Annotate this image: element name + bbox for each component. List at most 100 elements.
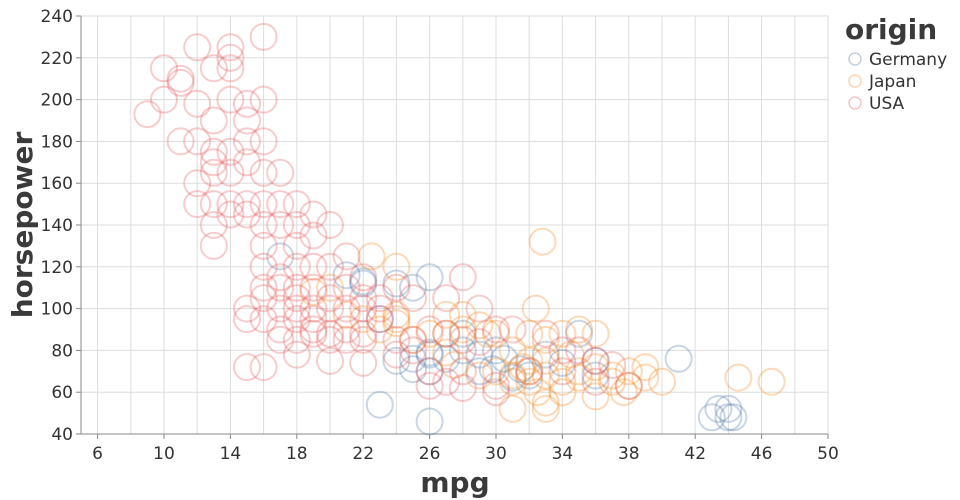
data-point-japan bbox=[531, 394, 560, 423]
data-point-japan bbox=[482, 319, 510, 348]
data-point-japan bbox=[382, 300, 411, 329]
data-point-japan bbox=[465, 311, 494, 340]
data-point-japan bbox=[581, 353, 610, 382]
data-point-usa bbox=[349, 294, 378, 323]
data-point-germany bbox=[448, 336, 477, 365]
data-point-usa bbox=[382, 325, 411, 354]
data-point-usa bbox=[249, 305, 278, 334]
data-point-usa bbox=[199, 148, 228, 177]
data-point-usa bbox=[399, 325, 427, 354]
data-point-japan bbox=[515, 367, 544, 396]
data-point-usa bbox=[614, 371, 643, 400]
y-tick-label: 120 bbox=[41, 258, 73, 278]
data-point-usa bbox=[299, 252, 328, 281]
data-point-usa bbox=[199, 158, 228, 187]
data-point-germany bbox=[565, 319, 593, 348]
data-point-usa bbox=[316, 346, 344, 375]
data-point-germany bbox=[506, 355, 535, 384]
data-point-usa bbox=[199, 190, 228, 219]
data-point-germany bbox=[498, 363, 527, 392]
data-point-germany bbox=[415, 357, 444, 386]
data-point-usa bbox=[266, 158, 295, 187]
y-tick-label: 160 bbox=[41, 174, 73, 194]
x-axis-title: mpg bbox=[420, 466, 489, 499]
data-point-japan bbox=[399, 325, 427, 354]
data-point-usa bbox=[282, 190, 311, 219]
data-point-usa bbox=[282, 273, 311, 302]
data-point-usa bbox=[216, 33, 245, 62]
data-point-usa bbox=[448, 374, 477, 402]
x-tick-label: 50 bbox=[817, 444, 839, 464]
data-point-usa bbox=[282, 231, 311, 260]
data-point-japan bbox=[515, 346, 544, 375]
data-point-germany bbox=[714, 394, 743, 423]
data-point-usa bbox=[249, 211, 278, 239]
data-point-germany bbox=[399, 273, 427, 302]
data-point-usa bbox=[498, 315, 527, 344]
data-point-japan bbox=[498, 367, 527, 396]
data-point-usa bbox=[249, 231, 278, 260]
data-point-usa bbox=[432, 284, 461, 313]
data-point-usa bbox=[581, 346, 610, 375]
data-point-usa bbox=[233, 89, 261, 118]
data-point-japan bbox=[349, 305, 378, 334]
data-point-usa bbox=[332, 325, 361, 354]
data-point-japan bbox=[332, 300, 361, 329]
data-point-japan bbox=[609, 378, 638, 407]
data-point-usa bbox=[415, 371, 444, 400]
y-axis-ticks: 40 60 80 100 120 140 160 180 200 220 240 bbox=[41, 7, 81, 445]
data-point-japan bbox=[548, 378, 577, 407]
data-point-japan bbox=[498, 361, 527, 390]
data-point-usa bbox=[249, 85, 278, 114]
data-point-japan bbox=[531, 325, 560, 354]
x-tick-label: 30 bbox=[485, 444, 507, 464]
data-point-usa bbox=[183, 127, 212, 156]
data-point-germany bbox=[714, 403, 743, 432]
x-axis-ticks: 6 10 14 18 22 26 30 34 38 42 46 50 bbox=[92, 434, 839, 464]
data-point-usa bbox=[216, 85, 245, 114]
data-point-usa bbox=[216, 43, 245, 72]
y-tick-label: 220 bbox=[41, 49, 73, 69]
data-point-usa bbox=[299, 294, 328, 323]
data-point-usa bbox=[415, 357, 444, 386]
data-point-germany bbox=[382, 346, 411, 375]
data-point-germany bbox=[465, 357, 494, 386]
data-point-usa bbox=[299, 273, 328, 302]
data-point-japan bbox=[614, 357, 643, 386]
data-point-usa bbox=[233, 127, 261, 156]
data-point-japan bbox=[382, 252, 411, 281]
data-point-usa bbox=[598, 351, 627, 379]
data-point-germany bbox=[399, 355, 427, 384]
data-point-usa bbox=[349, 348, 378, 377]
data-point-usa bbox=[183, 169, 212, 198]
data-point-germany bbox=[482, 336, 510, 365]
data-point-usa bbox=[233, 200, 261, 229]
data-point-usa bbox=[299, 315, 328, 344]
data-point-usa bbox=[448, 357, 477, 386]
data-point-japan bbox=[565, 315, 593, 344]
data-point-japan bbox=[531, 361, 560, 390]
data-point-usa bbox=[399, 284, 427, 313]
data-point-usa bbox=[531, 319, 560, 348]
data-point-japan bbox=[382, 305, 411, 334]
data-point-usa bbox=[332, 294, 361, 323]
data-point-usa bbox=[581, 367, 610, 396]
data-point-japan bbox=[316, 273, 344, 302]
data-point-usa bbox=[216, 200, 245, 229]
data-point-usa bbox=[332, 273, 361, 302]
x-tick-label: 22 bbox=[352, 444, 374, 464]
data-point-usa bbox=[482, 315, 510, 344]
data-point-japan bbox=[548, 319, 577, 348]
data-point-japan bbox=[531, 346, 560, 375]
x-tick-label: 42 bbox=[684, 444, 706, 464]
data-point-usa bbox=[282, 284, 311, 313]
data-point-usa bbox=[150, 54, 178, 83]
y-tick-label: 200 bbox=[41, 91, 73, 111]
data-point-usa bbox=[150, 85, 178, 114]
data-point-japan bbox=[614, 371, 643, 400]
data-point-germany bbox=[332, 261, 361, 290]
data-point-germany bbox=[266, 242, 295, 271]
x-tick-label: 46 bbox=[751, 444, 773, 464]
data-point-usa bbox=[233, 305, 261, 334]
data-point-usa bbox=[266, 325, 295, 354]
